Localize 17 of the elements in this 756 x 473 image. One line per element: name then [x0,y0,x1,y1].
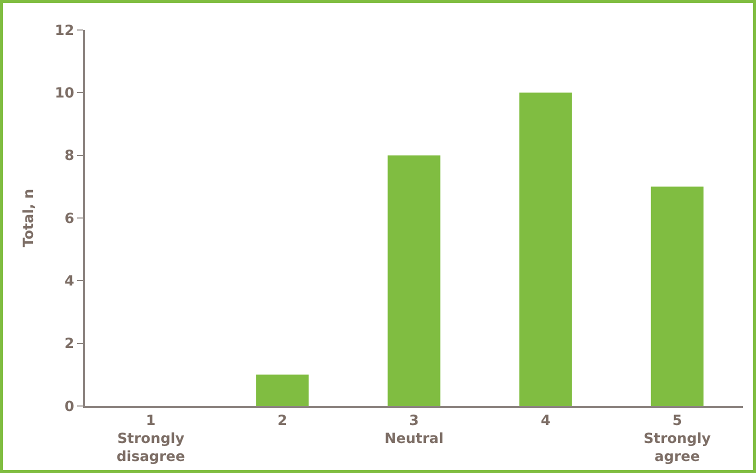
y-tick-label: 12 [54,22,74,39]
y-axis-title: Total, n [20,188,37,248]
x-tick-label: 2 [278,412,288,429]
y-tick-label: 10 [54,86,74,102]
x-tick-label: 5 Strongly agree [644,412,711,466]
x-tick-label: 1 Strongly disagree [116,412,186,466]
bar [256,374,309,406]
bar [388,155,440,406]
bar [519,92,572,406]
y-tick-label: 0 [64,398,74,415]
y-tick-label: 4 [64,274,74,290]
y-tick-label: 6 [64,210,74,227]
x-tick-label: 4 [540,412,551,429]
y-tick-label: 8 [64,148,74,164]
bar [650,186,704,406]
x-tick-label: 3 Neutral [384,412,444,447]
y-tick-label: 2 [64,336,74,352]
